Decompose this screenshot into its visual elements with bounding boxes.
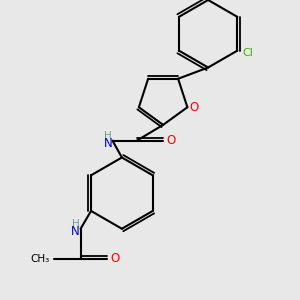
Text: H: H xyxy=(72,219,80,229)
Text: N: N xyxy=(71,225,80,238)
Text: CH₃: CH₃ xyxy=(31,254,50,264)
Text: N: N xyxy=(103,137,112,150)
Text: H: H xyxy=(104,131,112,141)
Text: Cl: Cl xyxy=(242,47,253,58)
Text: O: O xyxy=(190,101,199,114)
Text: O: O xyxy=(167,134,176,147)
Text: O: O xyxy=(110,252,120,265)
